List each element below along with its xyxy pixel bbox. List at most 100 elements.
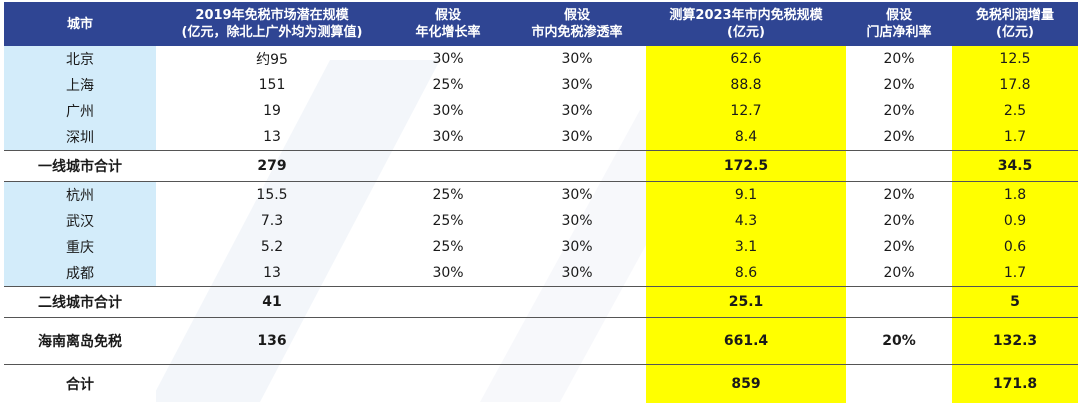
market-size-cell: 7.3 bbox=[156, 208, 388, 234]
scale-2023-cell: 62.6 bbox=[646, 46, 846, 72]
market-size-cell: 13 bbox=[156, 124, 388, 151]
penetration-cell: 30% bbox=[508, 98, 646, 124]
profit-increment-cell: 34.5 bbox=[952, 151, 1078, 182]
penetration-cell: 30% bbox=[508, 234, 646, 260]
market-size-cell: 279 bbox=[156, 151, 388, 182]
scale-2023-cell: 8.6 bbox=[646, 260, 846, 287]
growth-rate-cell: 30% bbox=[388, 124, 508, 151]
net-margin-cell bbox=[846, 151, 952, 182]
subtotal-label: 二线城市合计 bbox=[4, 287, 156, 318]
market-size-cell: 约95 bbox=[156, 46, 388, 72]
profit-increment-cell: 1.7 bbox=[952, 124, 1078, 151]
profit-increment-cell: 0.6 bbox=[952, 234, 1078, 260]
growth-rate-cell: 25% bbox=[388, 72, 508, 98]
penetration-cell: 30% bbox=[508, 124, 646, 151]
growth-rate-cell bbox=[388, 151, 508, 182]
table-row: 深圳 13 30% 30% 8.4 20% 1.7 bbox=[4, 124, 1078, 151]
header-row: 城市 2019年免税市场潜在规模(亿元，除北上广外均为测算值) 假设年化增长率 … bbox=[4, 2, 1078, 46]
net-margin-cell: 20% bbox=[846, 182, 952, 209]
scale-2023-cell: 661.4 bbox=[646, 318, 846, 365]
net-margin-cell: 20% bbox=[846, 124, 952, 151]
net-margin-cell bbox=[846, 365, 952, 403]
scale-2023-cell: 88.8 bbox=[646, 72, 846, 98]
market-size-cell: 5.2 bbox=[156, 234, 388, 260]
market-size-cell: 136 bbox=[156, 318, 388, 365]
city-cell: 成都 bbox=[4, 260, 156, 287]
market-size-cell bbox=[156, 365, 388, 403]
growth-rate-cell bbox=[388, 318, 508, 365]
profit-increment-cell: 1.7 bbox=[952, 260, 1078, 287]
penetration-cell: 30% bbox=[508, 46, 646, 72]
growth-rate-cell: 30% bbox=[388, 46, 508, 72]
market-size-cell: 13 bbox=[156, 260, 388, 287]
header-market-size-2019: 2019年免税市场潜在规模(亿元，除北上广外均为测算值) bbox=[156, 2, 388, 46]
header-net-margin: 假设门店净利率 bbox=[846, 2, 952, 46]
net-margin-cell: 20% bbox=[846, 46, 952, 72]
scale-2023-cell: 3.1 bbox=[646, 234, 846, 260]
net-margin-cell: 20% bbox=[846, 318, 952, 365]
table-row: 上海 151 25% 30% 88.8 20% 17.8 bbox=[4, 72, 1078, 98]
penetration-cell: 30% bbox=[508, 182, 646, 209]
city-cell: 北京 bbox=[4, 46, 156, 72]
table-row: 重庆 5.2 25% 30% 3.1 20% 0.6 bbox=[4, 234, 1078, 260]
header-scale-2023: 测算2023年市内免税规模(亿元) bbox=[646, 2, 846, 46]
penetration-cell: 30% bbox=[508, 260, 646, 287]
net-margin-cell bbox=[846, 287, 952, 318]
table-row: 杭州 15.5 25% 30% 9.1 20% 1.8 bbox=[4, 182, 1078, 209]
market-size-cell: 19 bbox=[156, 98, 388, 124]
table-row: 北京 约95 30% 30% 62.6 20% 12.5 bbox=[4, 46, 1078, 72]
market-size-cell: 15.5 bbox=[156, 182, 388, 209]
growth-rate-cell: 25% bbox=[388, 182, 508, 209]
city-cell: 上海 bbox=[4, 72, 156, 98]
market-size-cell: 41 bbox=[156, 287, 388, 318]
scale-2023-cell: 172.5 bbox=[646, 151, 846, 182]
profit-increment-cell: 1.8 bbox=[952, 182, 1078, 209]
total-row: 合计 859 171.8 bbox=[4, 365, 1078, 403]
table-row: 广州 19 30% 30% 12.7 20% 2.5 bbox=[4, 98, 1078, 124]
subtotal-label: 海南离岛免税 bbox=[4, 318, 156, 365]
net-margin-cell: 20% bbox=[846, 260, 952, 287]
penetration-cell bbox=[508, 365, 646, 403]
growth-rate-cell: 30% bbox=[388, 98, 508, 124]
market-size-cell: 151 bbox=[156, 72, 388, 98]
net-margin-cell: 20% bbox=[846, 72, 952, 98]
scale-2023-cell: 8.4 bbox=[646, 124, 846, 151]
penetration-cell bbox=[508, 318, 646, 365]
total-label: 合计 bbox=[4, 365, 156, 403]
profit-increment-cell: 171.8 bbox=[952, 365, 1078, 403]
growth-rate-cell bbox=[388, 287, 508, 318]
penetration-cell: 30% bbox=[508, 208, 646, 234]
profit-increment-cell: 17.8 bbox=[952, 72, 1078, 98]
scale-2023-cell: 12.7 bbox=[646, 98, 846, 124]
penetration-cell bbox=[508, 287, 646, 318]
scale-2023-cell: 859 bbox=[646, 365, 846, 403]
net-margin-cell: 20% bbox=[846, 234, 952, 260]
city-cell: 杭州 bbox=[4, 182, 156, 209]
profit-increment-cell: 0.9 bbox=[952, 208, 1078, 234]
city-cell: 重庆 bbox=[4, 234, 156, 260]
city-cell: 深圳 bbox=[4, 124, 156, 151]
profit-increment-cell: 132.3 bbox=[952, 318, 1078, 365]
net-margin-cell: 20% bbox=[846, 208, 952, 234]
header-city: 城市 bbox=[4, 2, 156, 46]
hainan-row: 海南离岛免税 136 661.4 20% 132.3 bbox=[4, 318, 1078, 365]
city-cell: 武汉 bbox=[4, 208, 156, 234]
growth-rate-cell: 30% bbox=[388, 260, 508, 287]
profit-increment-cell: 12.5 bbox=[952, 46, 1078, 72]
table-row: 武汉 7.3 25% 30% 4.3 20% 0.9 bbox=[4, 208, 1078, 234]
scale-2023-cell: 4.3 bbox=[646, 208, 846, 234]
growth-rate-cell: 25% bbox=[388, 234, 508, 260]
growth-rate-cell bbox=[388, 365, 508, 403]
growth-rate-cell: 25% bbox=[388, 208, 508, 234]
duty-free-estimate-table: 城市 2019年免税市场潜在规模(亿元，除北上广外均为测算值) 假设年化增长率 … bbox=[4, 2, 1078, 403]
net-margin-cell: 20% bbox=[846, 98, 952, 124]
city-cell: 广州 bbox=[4, 98, 156, 124]
penetration-cell bbox=[508, 151, 646, 182]
penetration-cell: 30% bbox=[508, 72, 646, 98]
scale-2023-cell: 9.1 bbox=[646, 182, 846, 209]
header-penetration-rate: 假设市内免税渗透率 bbox=[508, 2, 646, 46]
profit-increment-cell: 2.5 bbox=[952, 98, 1078, 124]
scale-2023-cell: 25.1 bbox=[646, 287, 846, 318]
profit-increment-cell: 5 bbox=[952, 287, 1078, 318]
subtotal-row-tier1: 一线城市合计 279 172.5 34.5 bbox=[4, 151, 1078, 182]
